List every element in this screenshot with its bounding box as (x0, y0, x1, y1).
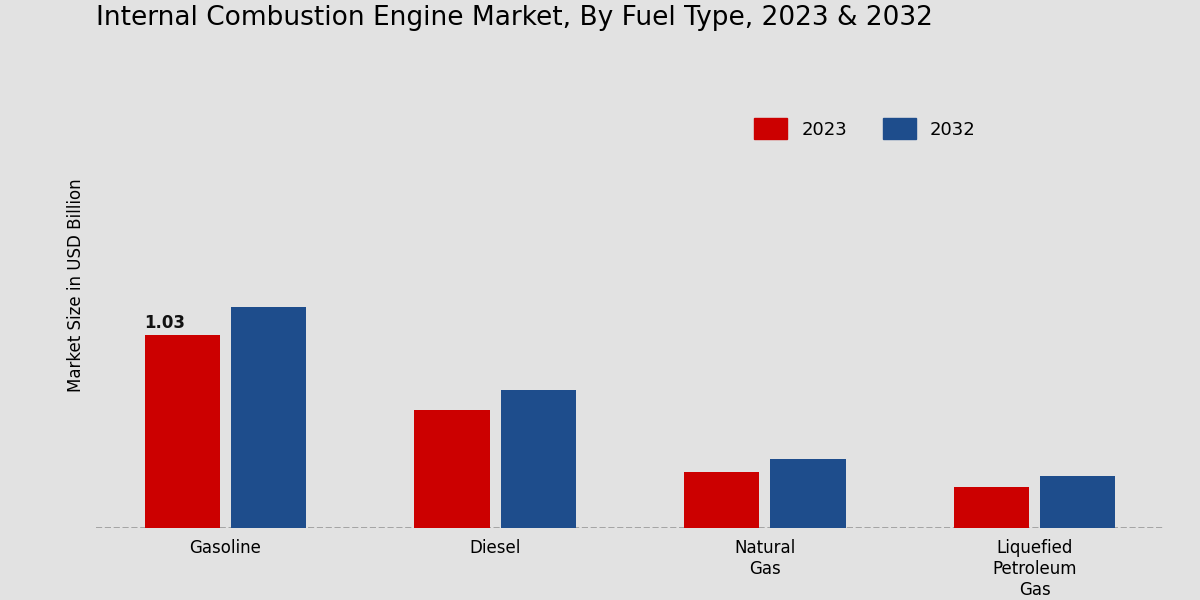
Bar (1040, 476, 1116, 528)
Bar (230, 307, 306, 528)
Bar (500, 389, 576, 528)
Bar (684, 472, 760, 528)
Y-axis label: Market Size in USD Billion: Market Size in USD Billion (67, 178, 85, 392)
Text: 1.03: 1.03 (144, 314, 186, 332)
Bar (954, 487, 1030, 528)
Bar (414, 410, 490, 528)
Text: Internal Combustion Engine Market, By Fuel Type, 2023 & 2032: Internal Combustion Engine Market, By Fu… (96, 5, 932, 31)
Bar (770, 459, 846, 528)
Legend: 2023, 2032: 2023, 2032 (745, 109, 985, 148)
Bar (144, 335, 220, 528)
